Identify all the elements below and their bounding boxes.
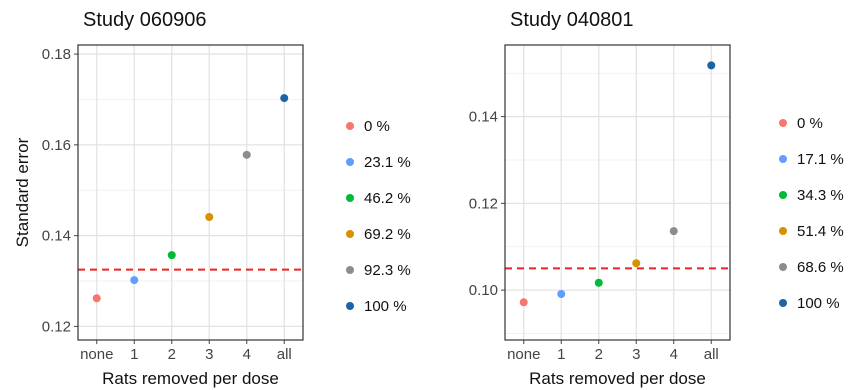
legend-label: 0 %	[797, 115, 823, 132]
data-point	[92, 294, 101, 303]
legend-label: 23.1 %	[364, 154, 411, 171]
x-tick-label: none	[507, 346, 540, 363]
data-point	[242, 150, 251, 159]
legend-key	[779, 155, 787, 163]
x-axis-label: Rats removed per dose	[529, 369, 706, 388]
panel-background	[505, 45, 730, 340]
legend-key	[779, 299, 787, 307]
x-axis-label: Rats removed per dose	[102, 369, 279, 388]
legend-label: 68.6 %	[797, 259, 844, 276]
legend-key	[346, 158, 354, 166]
data-point	[205, 213, 214, 222]
chart-title: Study 060906	[83, 9, 206, 31]
legend-label: 92.3 %	[364, 262, 411, 279]
data-point	[519, 298, 528, 307]
data-point	[557, 290, 566, 299]
y-axis-label: Standard error	[13, 137, 32, 247]
legend-label: 46.2 %	[364, 190, 411, 207]
legend-label: 100 %	[364, 298, 407, 315]
chart-study-060906: 0.12 0.14 0.16 0.18 none 1 2 3 4 all Study 060906 R…	[13, 9, 411, 388]
x-tick-label: all	[704, 346, 719, 363]
data-point	[130, 276, 139, 285]
panel-border	[504, 44, 731, 341]
x-tick-label: none	[80, 346, 113, 363]
legend-key	[779, 263, 787, 271]
legend-label: 34.3 %	[797, 187, 844, 204]
legend-key	[346, 194, 354, 202]
x-tick-label: 4	[243, 346, 251, 363]
y-tick-label: 0.18	[42, 46, 71, 63]
x-tick-label: 4	[670, 346, 678, 363]
data-point	[594, 278, 603, 287]
x-tick-label: 1	[557, 346, 565, 363]
legend-key	[346, 266, 354, 274]
x-tick-label: 3	[205, 346, 213, 363]
legend-key	[779, 227, 787, 235]
panel-background	[78, 45, 303, 340]
y-tick-label: 0.16	[42, 137, 71, 154]
data-point	[707, 61, 716, 70]
y-tick-label: 0.12	[469, 195, 498, 212]
x-tick-label: 2	[168, 346, 176, 363]
data-point	[632, 259, 641, 268]
x-tick-label: all	[277, 346, 292, 363]
data-point	[280, 94, 289, 103]
x-tick-label: 3	[632, 346, 640, 363]
legend-key	[346, 230, 354, 238]
data-point	[669, 227, 678, 236]
data-point	[167, 251, 176, 260]
legend-key	[779, 191, 787, 199]
legend-key	[779, 119, 787, 127]
x-tick-label: 2	[595, 346, 603, 363]
y-tick-label: 0.14	[42, 228, 71, 245]
panel-border	[77, 44, 304, 341]
legend-label: 0 %	[364, 118, 390, 135]
legend-label: 17.1 %	[797, 151, 844, 168]
y-tick-label: 0.14	[469, 109, 498, 126]
legend-label: 51.4 %	[797, 223, 844, 240]
legend-key	[346, 302, 354, 310]
legend-label: 100 %	[797, 295, 840, 312]
y-tick-label: 0.10	[469, 282, 498, 299]
chart-title: Study 040801	[510, 9, 633, 31]
legend-key	[346, 122, 354, 130]
y-tick-label: 0.12	[42, 318, 71, 335]
legend-label: 69.2 %	[364, 226, 411, 243]
chart-study-040801: 0.10 0.12 0.14 none 1 2 3 4 all Study 040801 Rats …	[469, 9, 844, 388]
x-tick-label: 1	[130, 346, 138, 363]
